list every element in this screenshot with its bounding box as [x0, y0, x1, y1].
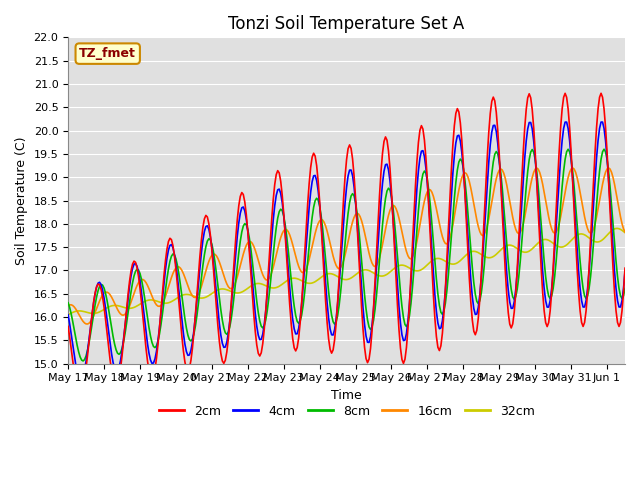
Text: TZ_fmet: TZ_fmet: [79, 47, 136, 60]
Y-axis label: Soil Temperature (C): Soil Temperature (C): [15, 136, 28, 265]
Legend: 2cm, 4cm, 8cm, 16cm, 32cm: 2cm, 4cm, 8cm, 16cm, 32cm: [154, 400, 540, 423]
Title: Tonzi Soil Temperature Set A: Tonzi Soil Temperature Set A: [228, 15, 465, 33]
X-axis label: Time: Time: [332, 389, 362, 402]
